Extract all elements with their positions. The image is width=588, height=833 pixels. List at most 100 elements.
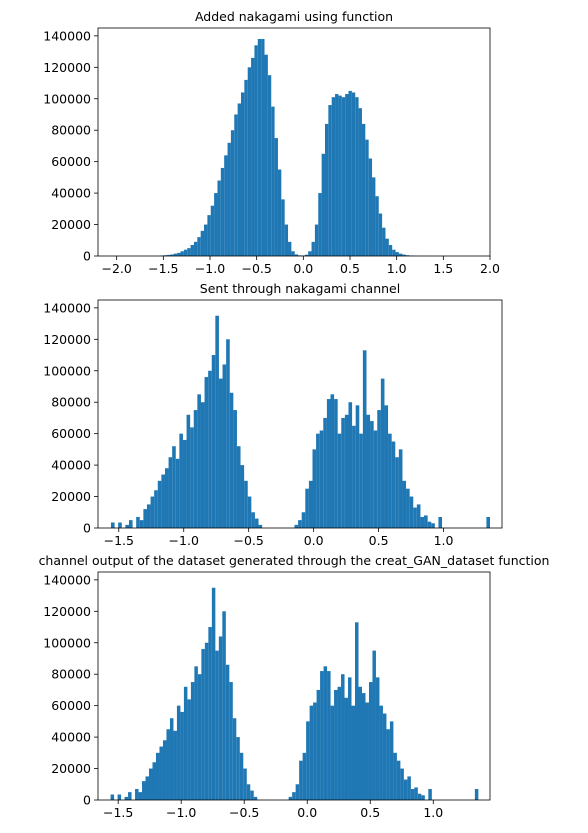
histogram-bar (128, 520, 133, 528)
histogram-bar (155, 752, 160, 800)
histogram-bar (316, 689, 321, 800)
histogram-bar (149, 768, 153, 800)
histogram-bar (382, 227, 386, 256)
histogram-bar (298, 520, 302, 528)
histogram-bar (200, 230, 205, 256)
histogram-bar (239, 752, 244, 800)
histogram-bar (301, 512, 306, 528)
histogram-bar (128, 792, 132, 800)
histogram-bar (420, 516, 425, 528)
histogram-bar (180, 251, 184, 256)
histogram-bar (403, 779, 408, 800)
histogram-bar (264, 54, 268, 257)
histogram-bar (368, 158, 373, 256)
y-tick-label: 40000 (51, 458, 91, 473)
histogram-bar (204, 377, 209, 528)
x-tick-label: −1.0 (195, 261, 225, 276)
histogram-bar (281, 199, 285, 256)
histogram-bar (167, 254, 171, 256)
histogram-bar (318, 193, 322, 256)
histogram-bar (337, 433, 342, 528)
histogram-bar (224, 155, 228, 256)
histogram-bar (190, 682, 195, 800)
x-tick-label: −0.5 (234, 533, 264, 548)
histogram-bar (327, 671, 331, 800)
histogram-bar (143, 509, 147, 528)
histogram-bar (110, 794, 115, 800)
histogram-bar (326, 399, 331, 528)
x-tick-label: 0.0 (304, 533, 324, 548)
histogram-bar (378, 213, 383, 256)
histogram-bar (406, 488, 410, 528)
y-tick-label: 120000 (43, 604, 91, 619)
histogram-bar (254, 45, 258, 256)
histogram-bar (271, 106, 275, 257)
histogram-bar (393, 752, 397, 800)
histogram-bar (222, 364, 227, 528)
histogram-bar (396, 760, 401, 800)
x-tick-label: 0.0 (293, 261, 313, 276)
histogram-bar (385, 238, 389, 256)
histogram-bar (261, 39, 265, 257)
chart-title: Sent through nakagami channel (200, 281, 400, 296)
histogram-bar (389, 721, 394, 800)
histogram-bar (341, 674, 345, 800)
histogram-bar (257, 39, 262, 257)
histogram-bar (152, 762, 156, 800)
histogram-bar (402, 254, 406, 256)
histogram-bar (299, 760, 303, 800)
histogram-bar (254, 518, 259, 528)
histogram-bar (304, 254, 309, 256)
histogram-bar (438, 516, 443, 528)
histogram-bar (341, 97, 346, 256)
histogram-bar (237, 103, 241, 256)
histogram-bar (243, 768, 247, 800)
chart-title: Added nakagami using function (195, 9, 393, 24)
x-tick-label: 1.5 (433, 261, 453, 276)
histogram-bar (284, 224, 289, 256)
histogram-bar (193, 241, 198, 256)
histogram-bar (187, 248, 191, 256)
histogram-bars (160, 39, 430, 257)
histogram-bar (218, 378, 223, 528)
histogram-bar (220, 167, 225, 256)
histogram-bar (173, 253, 178, 256)
x-tick-label: 0.5 (360, 805, 380, 820)
histogram-bar (194, 666, 198, 800)
histogram-bar (208, 370, 212, 528)
histogram-bar (402, 480, 407, 528)
histogram-bar (288, 796, 293, 800)
chart-panel-1: −2.0 −1.5 −1.0 −0.5 0.0 0.5 1.0 1.5 2.0 0 20000 400… (43, 9, 500, 276)
histogram-bar (110, 522, 115, 528)
histogram-bar (226, 339, 230, 528)
x-tick-label: 0.5 (369, 533, 389, 548)
histogram-bar (379, 705, 383, 800)
histogram-bar (306, 721, 310, 800)
histogram-bar (316, 433, 320, 528)
histogram-bar (313, 702, 317, 800)
x-tick-label: −1.0 (169, 533, 199, 548)
histogram-bar (309, 705, 314, 800)
histogram-bar (428, 788, 432, 800)
y-tick-label: 80000 (51, 667, 91, 682)
histogram-bar (358, 686, 362, 800)
histogram-bar (398, 449, 403, 528)
y-tick-label: 120000 (43, 60, 91, 75)
histogram-bar (183, 249, 188, 256)
histogram-bar (373, 430, 378, 528)
histogram-bar (294, 524, 299, 528)
histogram-bar (164, 468, 169, 528)
histogram-bar (395, 457, 399, 528)
y-tick-label: 40000 (51, 186, 91, 201)
histogram-bar (388, 433, 392, 528)
histogram-bar (135, 788, 139, 800)
histogram-bar (334, 399, 338, 528)
histogram-bar (323, 666, 328, 800)
histogram-bar (362, 350, 367, 528)
histogram-bar (204, 224, 208, 256)
histogram-bar (308, 480, 313, 528)
histogram-bar (417, 793, 422, 800)
histogram-bar (292, 792, 296, 800)
histogram-bar (197, 394, 201, 528)
histogram-bar (183, 686, 188, 800)
